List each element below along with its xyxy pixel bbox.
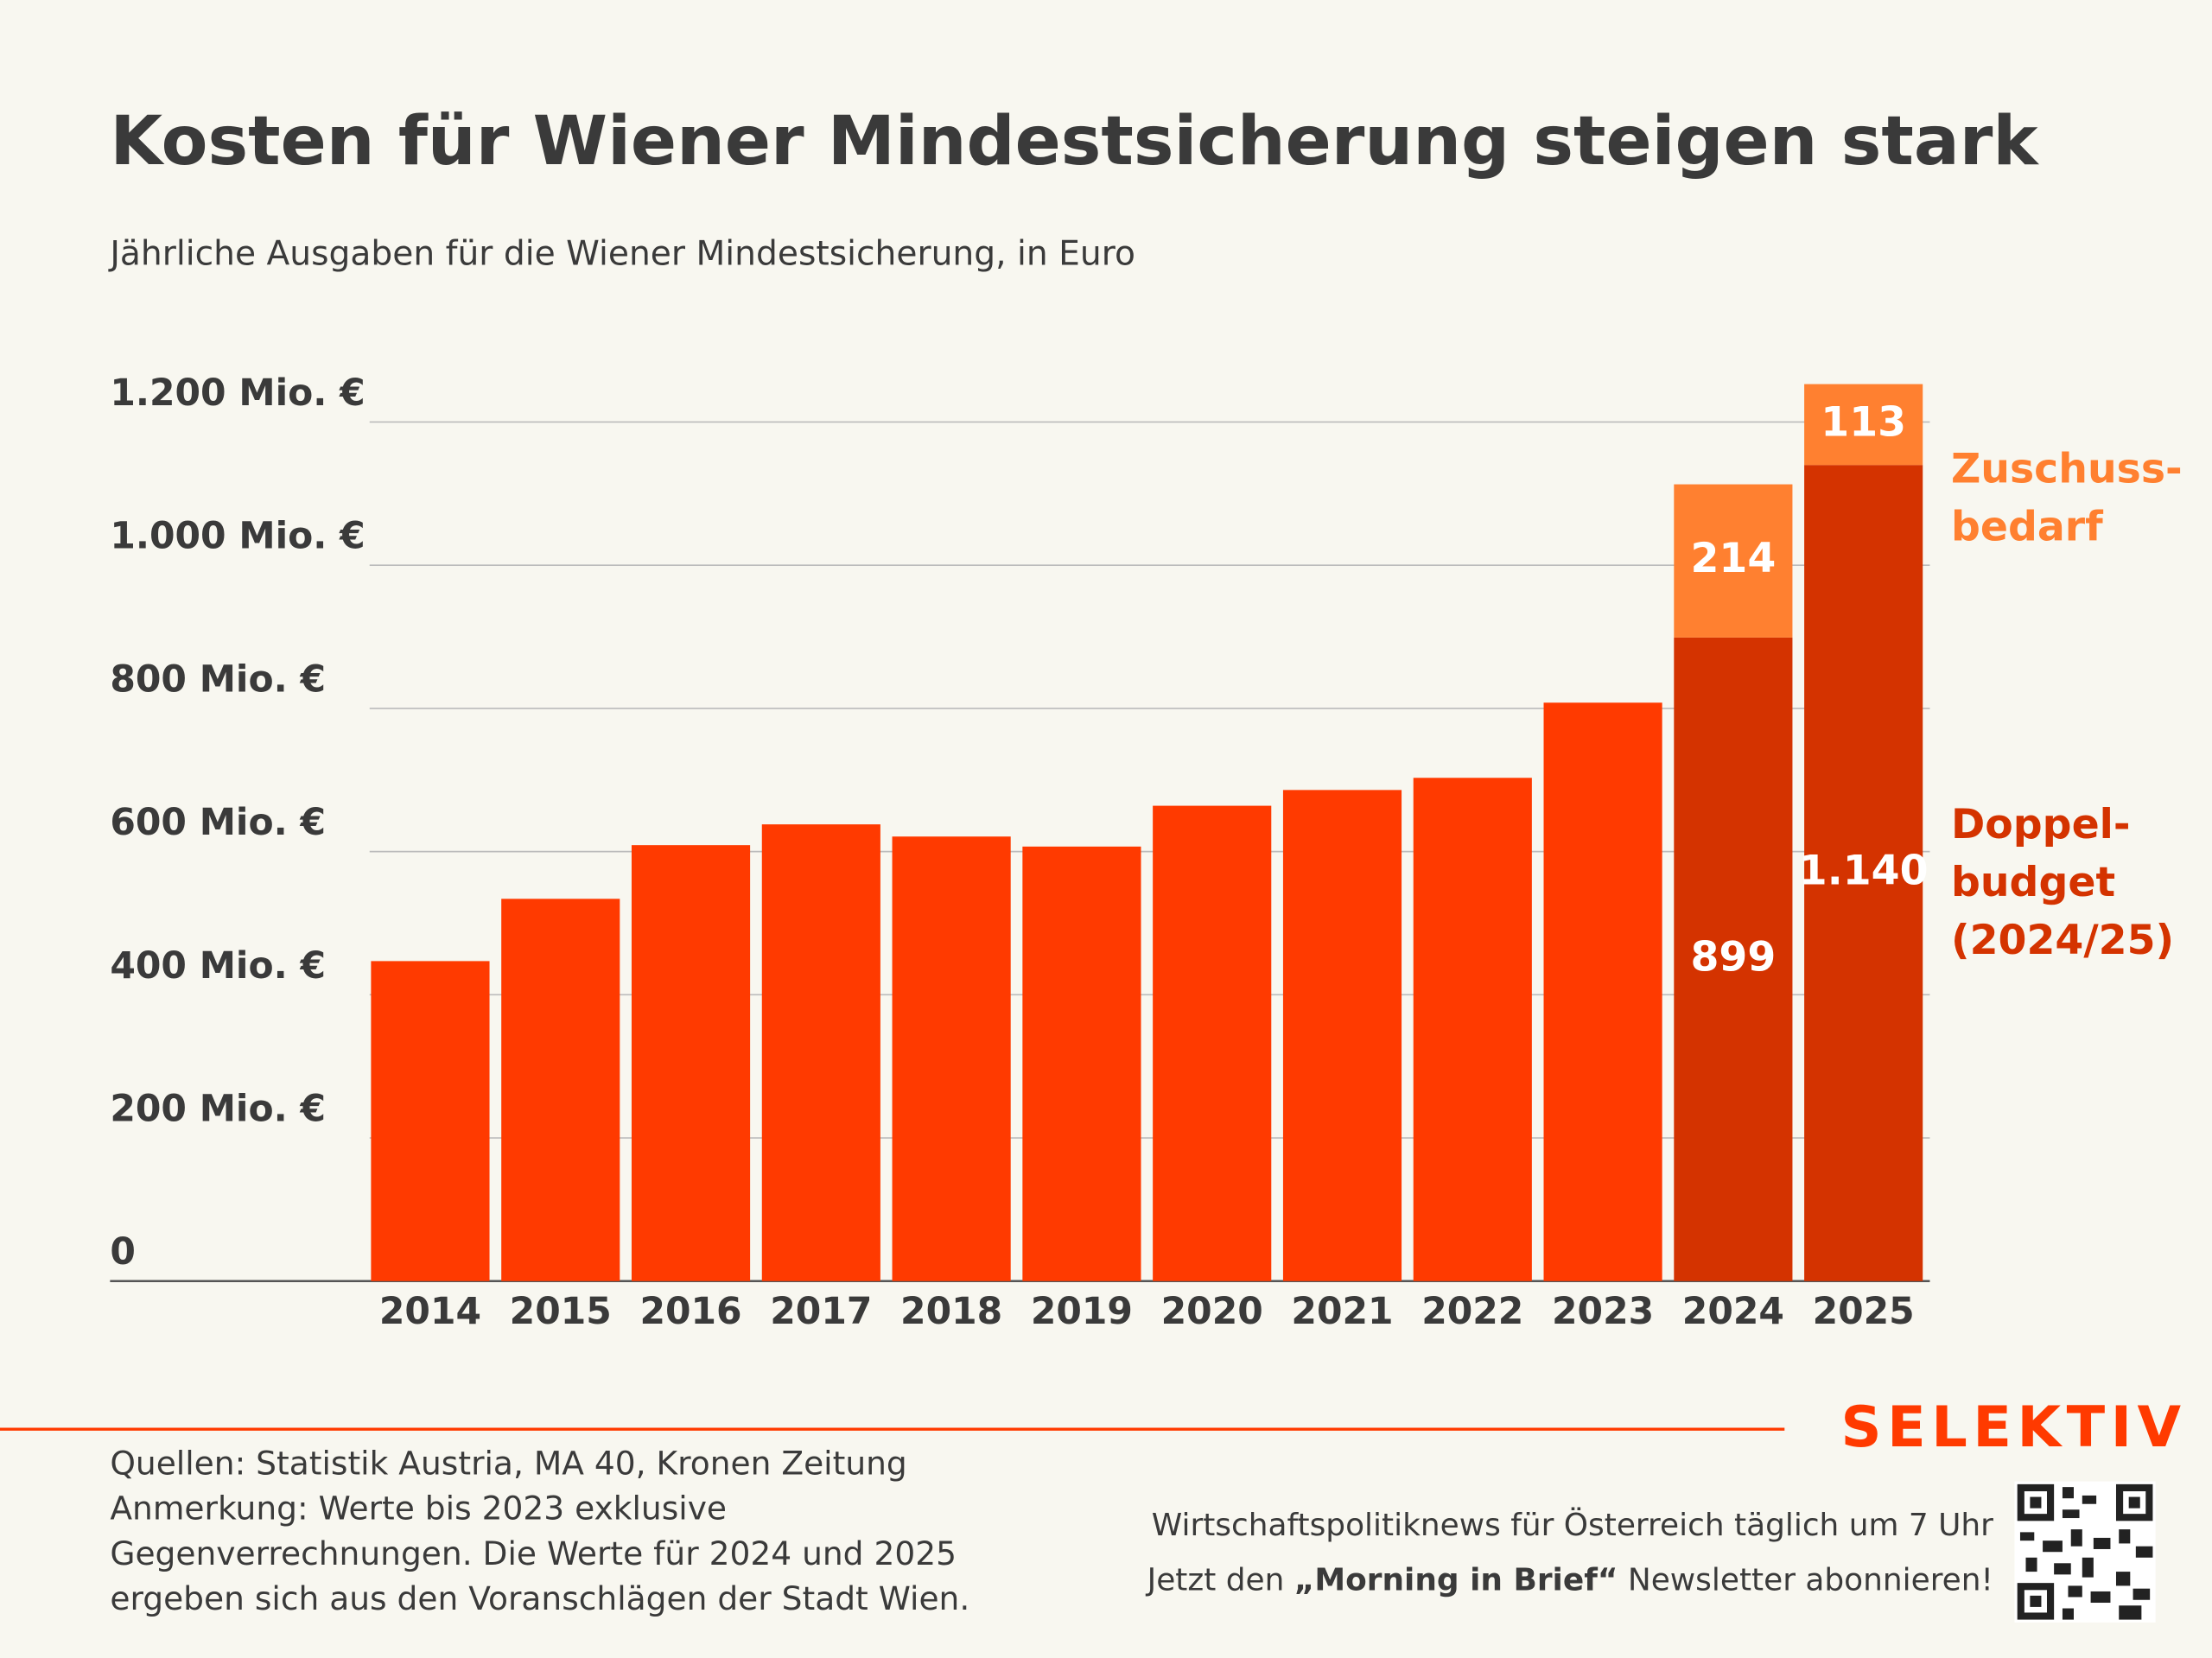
plot: 0 200 Mio. € 400 Mio. € 600 Mio. € 800 Mio. …	[110, 372, 1930, 1333]
x-tick-label: 2016	[639, 1291, 741, 1333]
bar	[1022, 846, 1141, 1281]
chart-subtitle: Jährliche Ausgaben für die Wiener Mindes…	[107, 234, 1135, 273]
value-label: 1.140	[1799, 847, 1929, 894]
x-tick-label: 2018	[900, 1291, 1002, 1333]
x-tick-label: 2023	[1552, 1291, 1654, 1333]
x-tick-label: 2022	[1421, 1291, 1523, 1333]
newsletter-line: Wirtschaftspolitiknews für Österreich tä…	[1152, 1507, 1993, 1543]
bar	[892, 836, 1011, 1281]
qr-code	[2014, 1481, 2156, 1623]
footer-text: Quellen: Statistik Austria, MA 40, Krone…	[110, 1442, 1013, 1623]
x-tick-label: 2025	[1813, 1291, 1915, 1333]
value-label: 214	[1690, 535, 1776, 582]
newsletter-part: „Morning in Brief“	[1294, 1563, 1618, 1598]
bar	[761, 824, 880, 1281]
series-label-group: Doppel-budget (2024/25)	[1950, 800, 2175, 964]
note: Anmerkung: Werte bis 2023 exklusive Gege…	[110, 1491, 970, 1618]
y-tick-label: 1.000 Mio. €	[110, 516, 365, 558]
x-tick-label: 2024	[1682, 1291, 1784, 1333]
series-label: Doppel-budget (2024/25)	[1950, 800, 2175, 964]
y-tick-label: 0	[110, 1231, 136, 1274]
bar	[631, 845, 751, 1281]
series-label: Zuschuss-bedarf	[1950, 444, 2183, 551]
series-label-group: Zuschuss-bedarf	[1950, 444, 2183, 551]
y-tick-label: 1.200 Mio. €	[110, 372, 365, 415]
bar	[1413, 778, 1532, 1281]
bar	[1674, 484, 1793, 638]
sources: Quellen: Statistik Austria, MA 40, Krone…	[110, 1445, 907, 1483]
bar	[1543, 702, 1662, 1281]
bar	[1674, 637, 1793, 1281]
newsletter-part: Jetzt den	[1146, 1563, 1294, 1598]
value-label: 113	[1821, 398, 1906, 446]
y-tick-label: 600 Mio. €	[110, 802, 326, 844]
x-tick-label: 2021	[1291, 1291, 1393, 1333]
footer-notes: Quellen: Statistik Austria, MA 40, Krone…	[110, 1442, 1013, 1623]
bar	[1804, 465, 1923, 1281]
newsletter-line: Jetzt den „Morning in Brief“ Newsletter …	[1146, 1563, 1993, 1598]
x-tick-label: 2020	[1161, 1291, 1263, 1333]
x-tick-label: 2015	[510, 1291, 612, 1333]
x-tick-label: 2019	[1031, 1291, 1133, 1333]
x-tick-label: 2014	[379, 1291, 481, 1333]
bar	[1153, 805, 1272, 1281]
bar	[501, 899, 620, 1281]
brand: SELEKTIV	[1841, 1394, 2187, 1460]
y-tick-label: 800 Mio. €	[110, 658, 326, 701]
value-label: 899	[1690, 933, 1776, 981]
chart-title: Kosten für Wiener Mindestsicherung steig…	[110, 102, 2039, 181]
y-tick-label: 400 Mio. €	[110, 945, 326, 988]
bar	[1282, 790, 1402, 1281]
x-tick-label: 2017	[770, 1291, 872, 1333]
y-tick-label: 200 Mio. €	[110, 1089, 326, 1131]
bar	[1804, 384, 1923, 466]
newsletter-part: Newsletter abonnieren!	[1618, 1563, 1993, 1598]
bar	[371, 961, 490, 1281]
